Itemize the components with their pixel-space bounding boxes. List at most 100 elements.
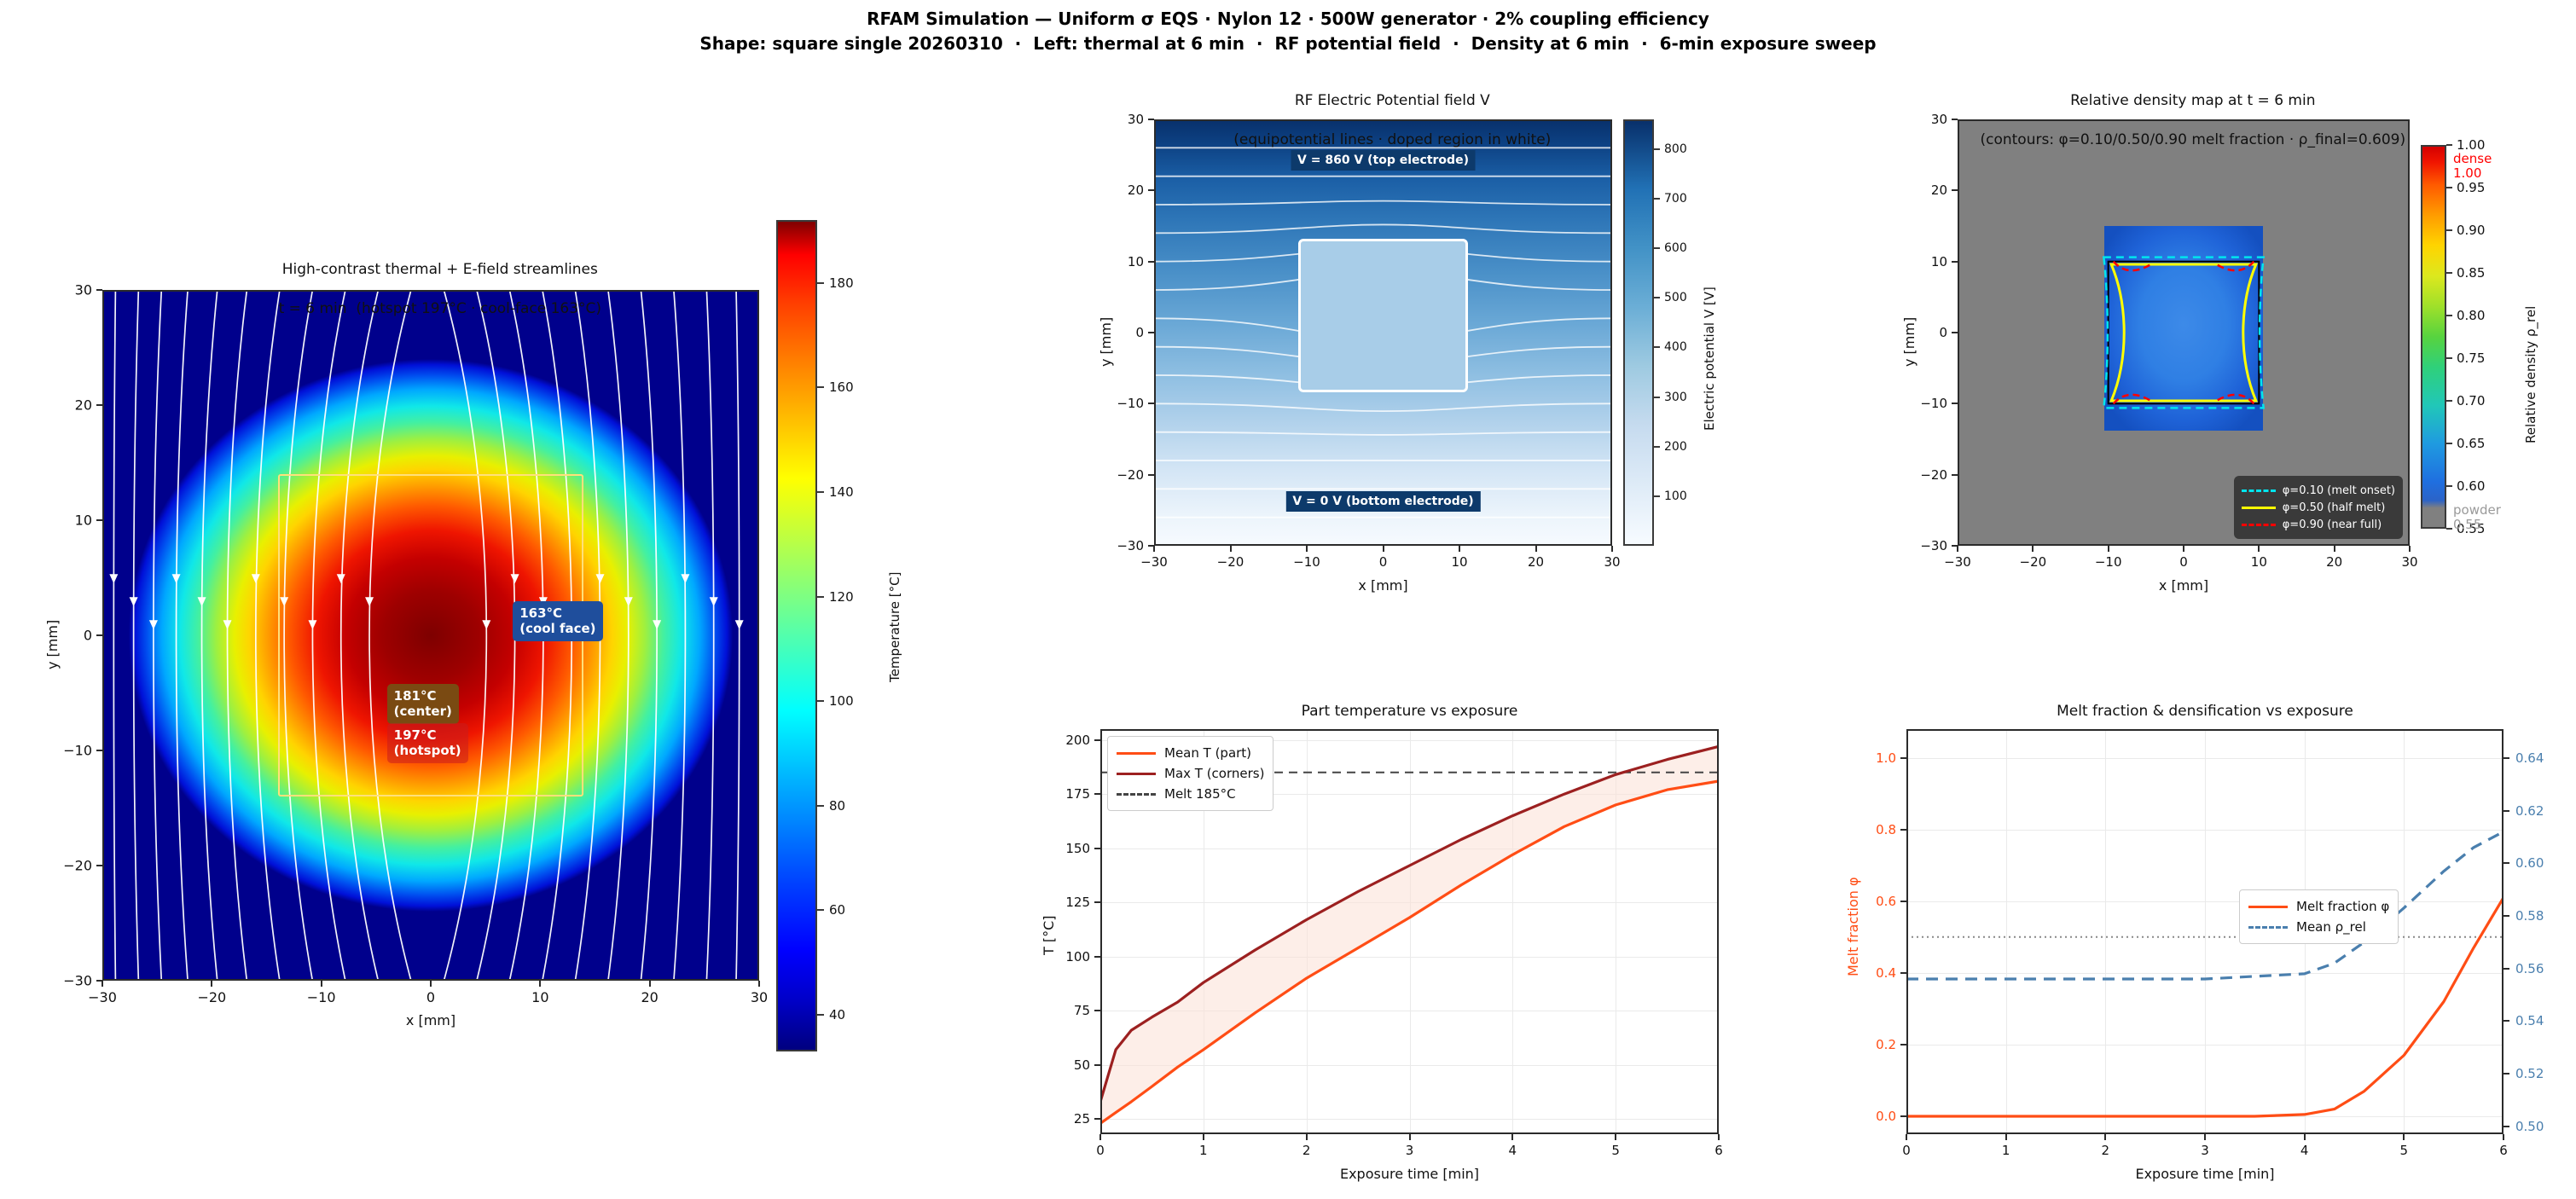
series-line bbox=[1100, 779, 1719, 1125]
efield-streamline bbox=[109, 290, 119, 981]
bottom-electrode-label: V = 0 V (bottom electrode) bbox=[1285, 491, 1481, 512]
grid-line-horizontal bbox=[1906, 757, 2503, 759]
axis-tick-label-y: −20 bbox=[1920, 466, 1947, 483]
colorbar-tick-label: 0.55 bbox=[2457, 521, 2486, 536]
legend-label: Melt 185°C bbox=[1164, 786, 1236, 802]
axis-tick-label-x: 20 bbox=[641, 989, 659, 1005]
legend-row: φ=0.50 (half melt) bbox=[2241, 499, 2395, 516]
colorbar-tick-mark bbox=[817, 804, 824, 807]
axis-tick-mark-x bbox=[1153, 546, 1155, 552]
axis-tick-mark-y-right bbox=[2503, 809, 2509, 812]
axis-tick-label-y: −20 bbox=[63, 857, 92, 874]
colorbar-tick-label: 500 bbox=[1664, 291, 1687, 305]
colorbar-powder-annotation: powder 0.55 bbox=[2453, 502, 2501, 532]
doped-region bbox=[1298, 239, 1468, 392]
axis-tick-mark-x bbox=[1511, 1134, 1514, 1140]
axis-tick-label-x: −30 bbox=[1140, 554, 1168, 570]
axis-tick-mark-x bbox=[1202, 1134, 1204, 1140]
axis-tick-mark-y bbox=[1952, 473, 1958, 476]
thermal-annotation: 163°C (cool face) bbox=[513, 600, 603, 641]
colorbar-tick-mark bbox=[2446, 528, 2452, 530]
axis-tick-mark-x bbox=[2104, 1134, 2107, 1140]
axis-tick-label-y: 30 bbox=[74, 281, 92, 298]
axis-tick-mark-y bbox=[1148, 473, 1154, 476]
part-temperature-title: Part temperature vs exposure bbox=[1301, 703, 1518, 720]
axis-tick-label-y: 0 bbox=[1135, 325, 1144, 340]
colorbar-tick-mark bbox=[2446, 443, 2452, 444]
temperature-colorbar bbox=[776, 220, 817, 1051]
axis-tick-mark-x bbox=[102, 981, 103, 987]
axis-tick-mark-x bbox=[1305, 1134, 1308, 1140]
axis-tick-label-x: −30 bbox=[88, 989, 117, 1005]
axis-tick-label-y: 20 bbox=[1127, 182, 1144, 199]
colorbar-tick-mark bbox=[1654, 445, 1660, 448]
axis-tick-mark-y bbox=[1952, 332, 1958, 333]
axis-tick-mark-y-right bbox=[2503, 1073, 2509, 1075]
grid-line-horizontal bbox=[1906, 829, 2503, 831]
axis-tick-label-y: 0.6 bbox=[1876, 893, 1896, 909]
axis-tick-label-x: 30 bbox=[2401, 554, 2418, 570]
legend-row: Melt fraction φ bbox=[2248, 896, 2389, 917]
grid-line-horizontal bbox=[1906, 1044, 2503, 1046]
colorbar-tick-label: 0.85 bbox=[2457, 265, 2486, 281]
axis-tick-label-x: 30 bbox=[750, 989, 769, 1005]
axis-tick-label-x: 0 bbox=[426, 989, 436, 1005]
axis-tick-mark-y bbox=[1900, 1043, 1906, 1046]
potential-colorbar-label: Electric potential V [V] bbox=[1702, 287, 1717, 431]
colorbar-tick-label: 300 bbox=[1664, 390, 1687, 404]
axis-tick-label-x: 2 bbox=[2101, 1143, 2110, 1158]
axis-tick-label-y-right: 0.50 bbox=[2515, 1118, 2544, 1134]
axis-tick-mark-x bbox=[648, 981, 651, 987]
melt-fraction-contours bbox=[2102, 256, 2266, 409]
legend-line-swatch bbox=[2241, 506, 2276, 509]
axis-tick-mark-x bbox=[2032, 546, 2034, 552]
colorbar-tick-label: 800 bbox=[1664, 142, 1687, 156]
efield-streamline bbox=[148, 290, 163, 981]
colorbar-tick-mark bbox=[2446, 144, 2452, 146]
melt-fraction-ylabel: Melt fraction φ bbox=[1845, 877, 1861, 976]
legend-label: φ=0.10 (melt onset) bbox=[2282, 484, 2395, 497]
axis-tick-label-x: 4 bbox=[2300, 1143, 2309, 1158]
axis-tick-label-y: 75 bbox=[1073, 1003, 1090, 1019]
density-title: Relative density map at t = 6 min (conto… bbox=[1980, 91, 2406, 148]
colorbar-tick-label: 140 bbox=[829, 484, 854, 500]
colorbar-tick-label: 0.80 bbox=[2457, 308, 2486, 323]
axis-tick-mark-y bbox=[96, 980, 102, 982]
axis-tick-label-y: 1.0 bbox=[1876, 750, 1896, 766]
axis-tick-mark-x bbox=[1615, 1134, 1617, 1140]
axis-tick-label-x: −10 bbox=[2094, 554, 2122, 570]
axis-tick-mark-y bbox=[1952, 260, 1958, 263]
contour-phi-090 bbox=[2112, 393, 2154, 405]
axis-tick-mark-y bbox=[1900, 828, 1906, 831]
axis-tick-label-y: 30 bbox=[1930, 112, 1947, 127]
axis-tick-mark-x bbox=[1382, 546, 1384, 552]
legend-label: Melt fraction φ bbox=[2296, 899, 2390, 914]
axis-tick-mark-x bbox=[1408, 1134, 1411, 1140]
axis-tick-label-y: 30 bbox=[1127, 112, 1144, 127]
grid-line-horizontal bbox=[1100, 739, 1719, 741]
grid-line-horizontal bbox=[1100, 1119, 1719, 1121]
efield-streamline bbox=[280, 290, 314, 981]
axis-tick-label-x: 0 bbox=[1902, 1143, 1911, 1158]
axis-tick-mark-x bbox=[2107, 546, 2109, 552]
colorbar-tick-label: 100 bbox=[829, 693, 854, 710]
axis-tick-label-y: −10 bbox=[1117, 396, 1144, 412]
axis-tick-label-x: 0 bbox=[1096, 1143, 1105, 1158]
efield-streamline bbox=[734, 290, 744, 981]
suptitle-line-1: RFAM Simulation — Uniform σ EQS · Nylon … bbox=[867, 9, 1709, 29]
axis-tick-label-y-right: 0.58 bbox=[2515, 907, 2544, 924]
axis-tick-label-y: 125 bbox=[1065, 895, 1090, 911]
axis-tick-mark-x bbox=[2204, 1134, 2206, 1140]
axis-tick-label-x: 3 bbox=[1405, 1143, 1414, 1158]
colorbar-tick-mark bbox=[817, 490, 824, 493]
colorbar-tick-mark bbox=[2446, 400, 2452, 402]
grid-line-horizontal bbox=[1906, 972, 2503, 974]
axis-tick-label-y: 175 bbox=[1065, 786, 1090, 802]
axis-tick-mark-y bbox=[1952, 189, 1958, 192]
melt-densification-legend: Melt fraction φ Mean ρ_rel bbox=[2239, 889, 2399, 944]
colorbar-tick-label: 0.95 bbox=[2457, 180, 2486, 195]
axis-tick-mark-x bbox=[1229, 546, 1232, 552]
melt-densification-xlabel: Exposure time [min] bbox=[2135, 1166, 2275, 1182]
series-line bbox=[1906, 896, 2503, 1118]
axis-tick-mark-y bbox=[1900, 756, 1906, 759]
